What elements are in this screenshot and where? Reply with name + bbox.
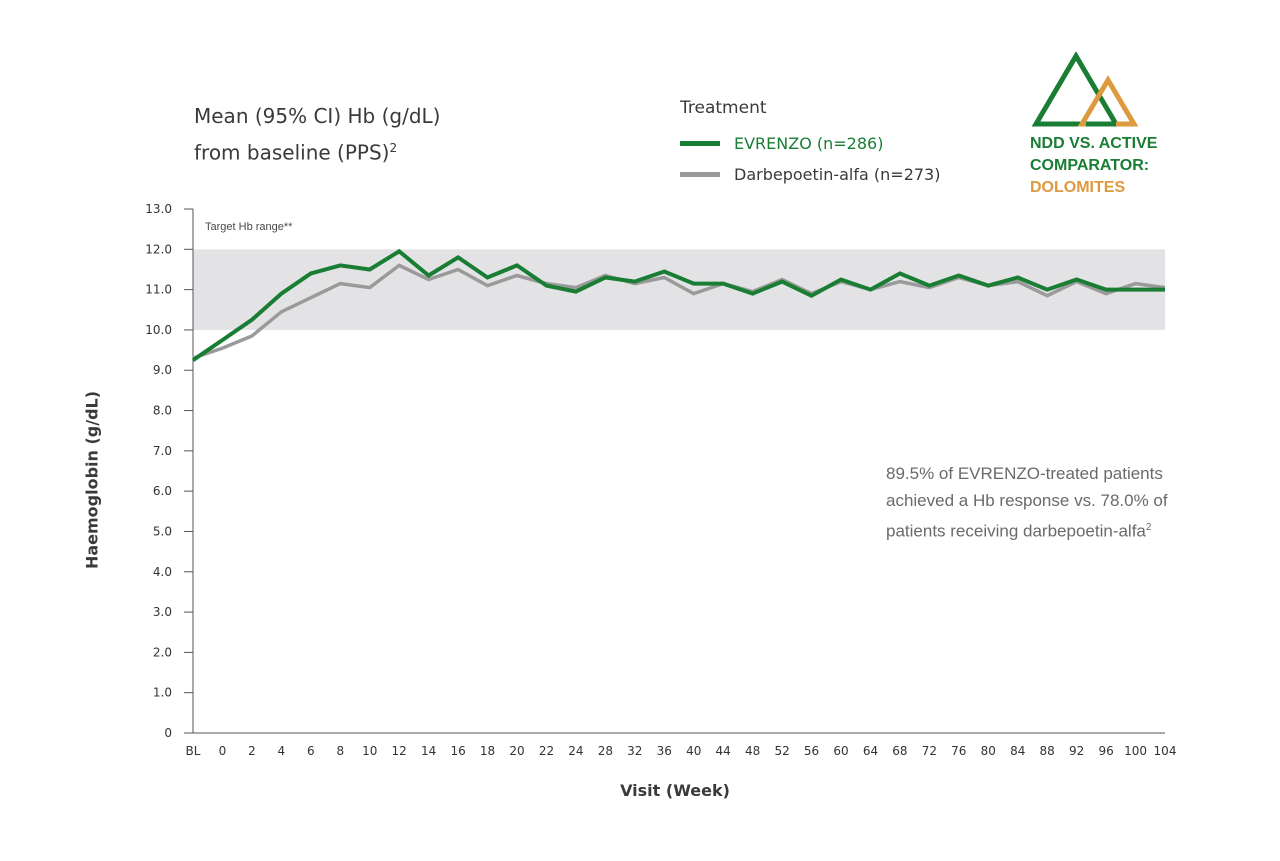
x-tick-label: 14 [421,744,436,758]
y-tick-label: 5.0 [153,524,172,538]
chart-title: Mean (95% CI) Hb (g/dL) from baseline (P… [194,100,440,169]
badge-line2: COMPARATOR: [1030,157,1150,174]
badge-line1: NDD VS. ACTIVE [1030,135,1158,152]
x-tick-label: 60 [833,744,848,758]
y-tick-label: 1.0 [153,686,172,700]
x-tick-label: 80 [981,744,996,758]
x-tick-label: 40 [686,744,701,758]
x-tick-label: 24 [568,744,583,758]
x-tick-label: 10 [362,744,377,758]
x-tick-label: 100 [1124,744,1147,758]
x-tick-label: 36 [657,744,672,758]
x-axis-label: Visit (Week) [620,781,730,800]
x-tick-label: 64 [863,744,878,758]
title-superscript: 2 [389,141,398,155]
legend-item-darbepoetin: Darbepoetin-alfa (n=273) [680,165,940,184]
legend-swatch-evrenzo [680,141,720,146]
x-tick-label: 2 [248,744,256,758]
x-tick-label: 92 [1069,744,1084,758]
x-tick-label: 22 [539,744,554,758]
triangles-logo-icon [1031,52,1139,127]
y-tick-label: 3.0 [153,605,172,619]
y-tick-label: 2.0 [153,645,172,659]
y-tick-label: 4.0 [153,565,172,579]
response-note: 89.5% of EVRENZO-treated patients achiev… [886,460,1186,545]
target-range-label: Target Hb range** [205,221,293,233]
chart-title-line1: Mean (95% CI) Hb (g/dL) [194,104,441,128]
x-tick-label: 16 [450,744,465,758]
y-tick-label: 11.0 [145,283,172,297]
target-range-band [193,249,1165,330]
x-tick-label: 12 [392,744,407,758]
y-tick-label: 0 [164,726,172,740]
y-tick-label: 6.0 [153,484,172,498]
legend-label-darbepoetin: Darbepoetin-alfa (n=273) [734,165,941,184]
study-badge: NDD VS. ACTIVE COMPARATOR: DOLOMITES [1030,133,1157,199]
x-tick-label: 68 [892,744,907,758]
x-tick-label: 18 [480,744,495,758]
x-tick-label: 0 [219,744,227,758]
x-tick-label: 44 [716,744,731,758]
x-tick-label: 104 [1154,744,1177,758]
legend-title: Treatment [680,98,767,118]
response-note-text: 89.5% of EVRENZO-treated patients achiev… [886,464,1168,541]
y-tick-label: 13.0 [145,202,172,216]
x-tick-label: 96 [1098,744,1113,758]
x-tick-label: BL [186,744,201,758]
response-note-sup: 2 [1145,522,1152,533]
x-tick-label: 88 [1040,744,1055,758]
x-tick-label: 32 [627,744,642,758]
x-tick-label: 48 [745,744,760,758]
legend-label-evrenzo: EVRENZO (n=286) [734,134,884,153]
badge-line3: DOLOMITES [1030,179,1126,196]
x-tick-label: 76 [951,744,966,758]
x-tick-label: 20 [509,744,524,758]
legend-swatch-darbepoetin [680,172,720,177]
y-tick-label: 10.0 [145,323,172,337]
y-tick-label: 9.0 [153,363,172,377]
x-tick-label: 4 [278,744,286,758]
x-tick-label: 84 [1010,744,1025,758]
x-tick-label: 72 [922,744,937,758]
y-tick-label: 7.0 [153,444,172,458]
chart-title-line2: from baseline (PPS)2 [194,140,398,165]
x-tick-label: 8 [336,744,344,758]
series-line-evrenzo [191,248,1165,362]
x-tick-label: 56 [804,744,819,758]
x-tick-label: 28 [598,744,613,758]
y-tick-label: 12.0 [145,242,172,256]
x-tick-label: 6 [307,744,315,758]
y-axis-label: Haemoglobin (g/dL) [82,390,102,570]
x-tick-label: 52 [774,744,789,758]
y-tick-label: 8.0 [153,404,172,418]
legend-item-evrenzo: EVRENZO (n=286) [680,134,883,153]
